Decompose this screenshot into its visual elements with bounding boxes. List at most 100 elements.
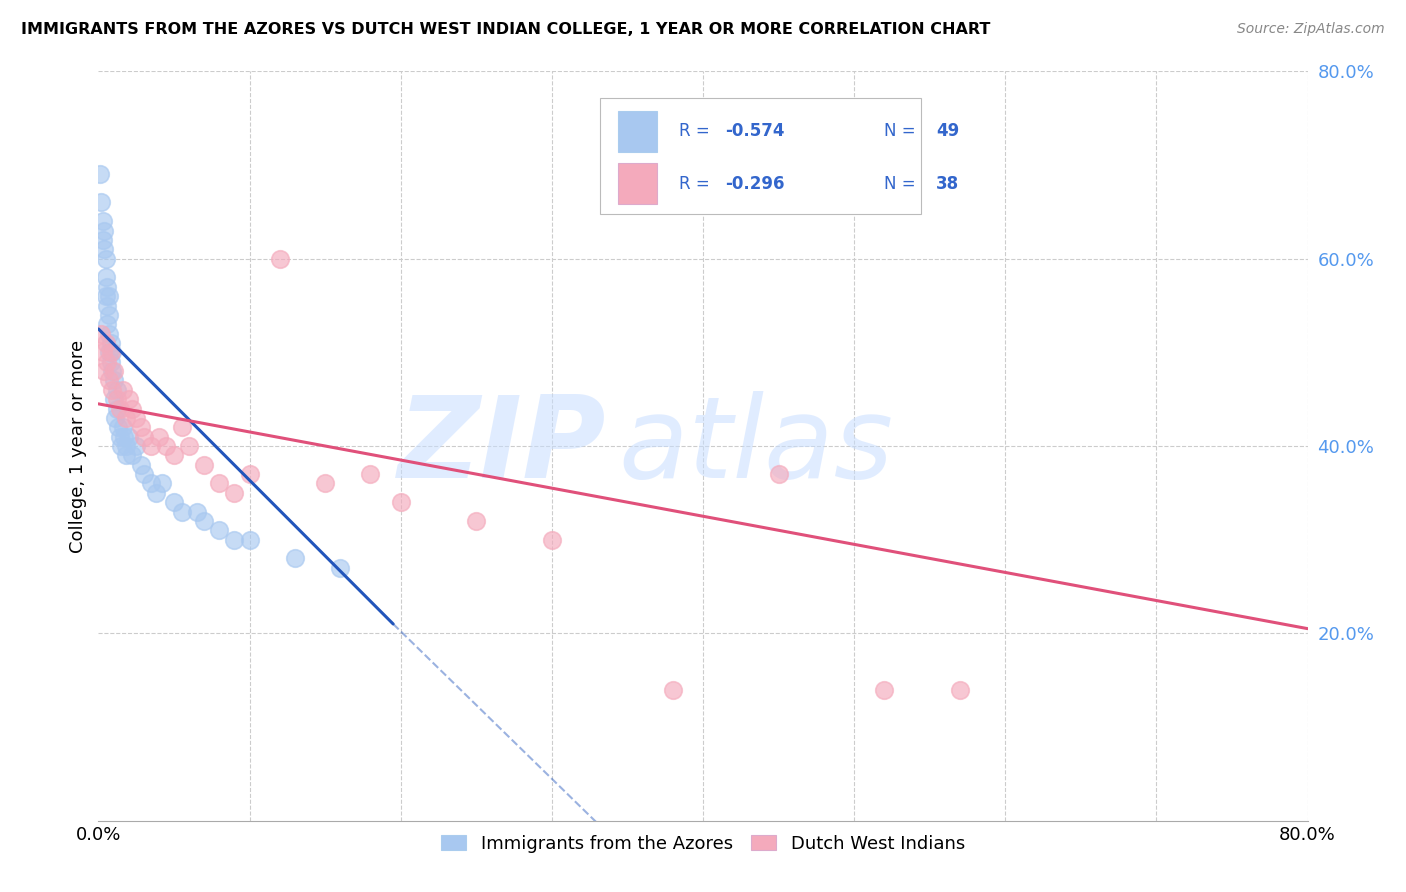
- Point: [224, 486, 246, 500]
- Point: [118, 392, 141, 407]
- Point: [132, 430, 155, 444]
- Point: [949, 682, 972, 697]
- Legend: Immigrants from the Azores, Dutch West Indians: Immigrants from the Azores, Dutch West I…: [434, 828, 972, 860]
- Point: [186, 505, 208, 519]
- Point: [111, 420, 134, 434]
- Text: N =: N =: [884, 122, 921, 140]
- Text: 38: 38: [936, 175, 959, 193]
- Point: [224, 533, 246, 547]
- Point: [98, 345, 121, 359]
- Point: [105, 383, 128, 397]
- Point: [170, 420, 193, 434]
- Point: [150, 476, 173, 491]
- Point: [105, 392, 128, 407]
- Point: [239, 533, 262, 547]
- Point: [141, 439, 163, 453]
- Point: [661, 682, 683, 697]
- Point: [129, 420, 152, 434]
- Y-axis label: College, 1 year or more: College, 1 year or more: [69, 340, 87, 552]
- Point: [98, 308, 121, 322]
- Point: [100, 336, 122, 351]
- Point: [96, 355, 118, 369]
- Point: [389, 495, 412, 509]
- Point: [98, 326, 121, 341]
- Point: [208, 524, 231, 538]
- Point: [114, 439, 136, 453]
- Point: [93, 364, 115, 378]
- FancyBboxPatch shape: [619, 111, 657, 152]
- Text: atlas: atlas: [619, 391, 893, 501]
- Point: [93, 223, 115, 237]
- Point: [141, 476, 163, 491]
- Point: [94, 270, 117, 285]
- Point: [96, 318, 118, 332]
- Point: [121, 449, 143, 463]
- Text: 49: 49: [936, 122, 960, 140]
- Point: [105, 401, 128, 416]
- Text: N =: N =: [884, 175, 921, 193]
- Text: R =: R =: [679, 175, 714, 193]
- Point: [91, 233, 114, 247]
- Point: [329, 561, 352, 575]
- Point: [465, 514, 488, 528]
- Point: [121, 401, 143, 416]
- Point: [108, 430, 131, 444]
- Point: [193, 514, 215, 528]
- Point: [91, 345, 114, 359]
- FancyBboxPatch shape: [619, 163, 657, 204]
- Point: [239, 467, 262, 482]
- Point: [103, 392, 125, 407]
- Point: [111, 383, 134, 397]
- Point: [103, 374, 125, 388]
- Point: [98, 374, 121, 388]
- Point: [269, 252, 291, 266]
- Point: [103, 364, 125, 378]
- Point: [108, 401, 131, 416]
- Point: [193, 458, 215, 472]
- Point: [94, 252, 117, 266]
- Point: [540, 533, 562, 547]
- Text: R =: R =: [679, 122, 714, 140]
- Point: [145, 486, 167, 500]
- Point: [768, 467, 790, 482]
- Point: [125, 439, 148, 453]
- Text: -0.296: -0.296: [724, 175, 785, 193]
- Point: [132, 467, 155, 482]
- Point: [90, 326, 112, 341]
- Text: Source: ZipAtlas.com: Source: ZipAtlas.com: [1237, 22, 1385, 37]
- Point: [360, 467, 382, 482]
- Point: [148, 430, 170, 444]
- Point: [93, 243, 115, 257]
- Point: [170, 505, 193, 519]
- Point: [94, 336, 117, 351]
- Point: [104, 411, 127, 425]
- Point: [100, 345, 122, 359]
- Point: [179, 439, 201, 453]
- Point: [208, 476, 231, 491]
- Point: [110, 439, 132, 453]
- Point: [89, 168, 111, 182]
- Point: [125, 411, 148, 425]
- Point: [114, 411, 136, 425]
- Point: [873, 682, 896, 697]
- Point: [284, 551, 307, 566]
- Point: [101, 383, 124, 397]
- Point: [314, 476, 336, 491]
- Point: [114, 449, 136, 463]
- Point: [112, 430, 135, 444]
- Text: IMMIGRANTS FROM THE AZORES VS DUTCH WEST INDIAN COLLEGE, 1 YEAR OR MORE CORRELAT: IMMIGRANTS FROM THE AZORES VS DUTCH WEST…: [21, 22, 990, 37]
- Point: [155, 439, 177, 453]
- Point: [101, 345, 124, 359]
- Point: [90, 195, 112, 210]
- Point: [96, 298, 118, 313]
- Point: [94, 289, 117, 303]
- Point: [100, 355, 122, 369]
- Point: [163, 449, 186, 463]
- Point: [129, 458, 152, 472]
- Point: [98, 289, 121, 303]
- Point: [107, 420, 129, 434]
- Point: [118, 430, 141, 444]
- Point: [101, 364, 124, 378]
- Point: [163, 495, 186, 509]
- Point: [96, 280, 118, 294]
